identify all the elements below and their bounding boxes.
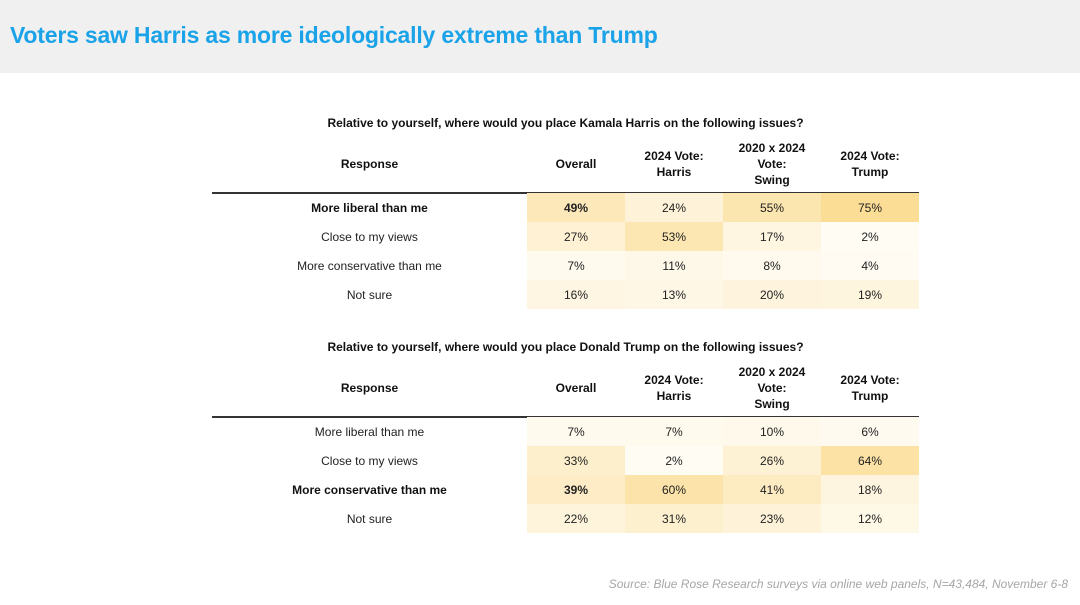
harris-header-row: Response Overall 2024 Vote: Harris 2020 …	[212, 136, 919, 194]
header-harris-voters: 2024 Vote: Harris	[644, 373, 704, 403]
header-swing-voters: 2020 x 2024 Vote: Swing	[738, 365, 806, 411]
header-overall: Overall	[555, 381, 597, 395]
header-response: Response	[340, 381, 399, 395]
row-label: Close to my views	[321, 229, 418, 244]
value-cell: 11%	[625, 251, 723, 280]
header-trump-voters: 2024 Vote: Trump	[840, 149, 900, 179]
value-cell: 17%	[723, 222, 821, 251]
value-cell: 55%	[723, 193, 821, 222]
value-cell: 27%	[527, 222, 625, 251]
table-row: More liberal than me 7% 7% 10% 6%	[212, 417, 919, 446]
row-label: Not sure	[346, 287, 393, 302]
value-cell: 64%	[821, 446, 919, 475]
harris-question: Relative to yourself, where would you pl…	[327, 116, 804, 130]
value-cell: 2%	[625, 446, 723, 475]
value-cell: 33%	[527, 446, 625, 475]
value-cell: 4%	[821, 251, 919, 280]
value-cell: 75%	[821, 193, 919, 222]
value-cell: 7%	[527, 417, 625, 446]
row-label: Close to my views	[321, 453, 418, 468]
row-label: More conservative than me	[292, 482, 447, 497]
table-row: Close to my views 27% 53% 17% 2%	[212, 222, 919, 251]
header-trump-voters: 2024 Vote: Trump	[840, 373, 900, 403]
value-cell: 10%	[723, 417, 821, 446]
trump-header-row: Response Overall 2024 Vote: Harris 2020 …	[212, 360, 919, 418]
value-cell: 7%	[527, 251, 625, 280]
value-cell: 6%	[821, 417, 919, 446]
value-cell: 16%	[527, 280, 625, 309]
value-cell: 39%	[527, 475, 625, 504]
header-response: Response	[340, 157, 399, 171]
value-cell: 24%	[625, 193, 723, 222]
value-cell: 31%	[625, 504, 723, 533]
value-cell: 2%	[821, 222, 919, 251]
value-cell: 22%	[527, 504, 625, 533]
trump-question: Relative to yourself, where would you pl…	[327, 340, 804, 354]
value-cell: 20%	[723, 280, 821, 309]
title-bar: Voters saw Harris as more ideologically …	[0, 0, 1080, 73]
value-cell: 13%	[625, 280, 723, 309]
table-row: Not sure 16% 13% 20% 19%	[212, 280, 919, 309]
table-row: Close to my views 33% 2% 26% 64%	[212, 446, 919, 475]
value-cell: 23%	[723, 504, 821, 533]
header-overall: Overall	[555, 157, 597, 171]
row-label: More liberal than me	[314, 424, 425, 439]
value-cell: 49%	[527, 193, 625, 222]
value-cell: 8%	[723, 251, 821, 280]
value-cell: 18%	[821, 475, 919, 504]
source-note: Source: Blue Rose Research surveys via o…	[608, 577, 1068, 591]
value-cell: 60%	[625, 475, 723, 504]
table-row: More conservative than me 7% 11% 8% 4%	[212, 251, 919, 280]
table-row: More conservative than me 39% 60% 41% 18%	[212, 475, 919, 504]
row-label: More liberal than me	[311, 200, 428, 215]
row-label: More conservative than me	[297, 258, 442, 273]
header-harris-voters: 2024 Vote: Harris	[644, 149, 704, 179]
value-cell: 53%	[625, 222, 723, 251]
value-cell: 7%	[625, 417, 723, 446]
value-cell: 26%	[723, 446, 821, 475]
row-label: Not sure	[346, 511, 393, 526]
header-swing-voters: 2020 x 2024 Vote: Swing	[738, 141, 806, 187]
value-cell: 19%	[821, 280, 919, 309]
table-row: Not sure 22% 31% 23% 12%	[212, 504, 919, 533]
table-row: More liberal than me 49% 24% 55% 75%	[212, 193, 919, 222]
value-cell: 41%	[723, 475, 821, 504]
page-title: Voters saw Harris as more ideologically …	[10, 22, 658, 48]
value-cell: 12%	[821, 504, 919, 533]
